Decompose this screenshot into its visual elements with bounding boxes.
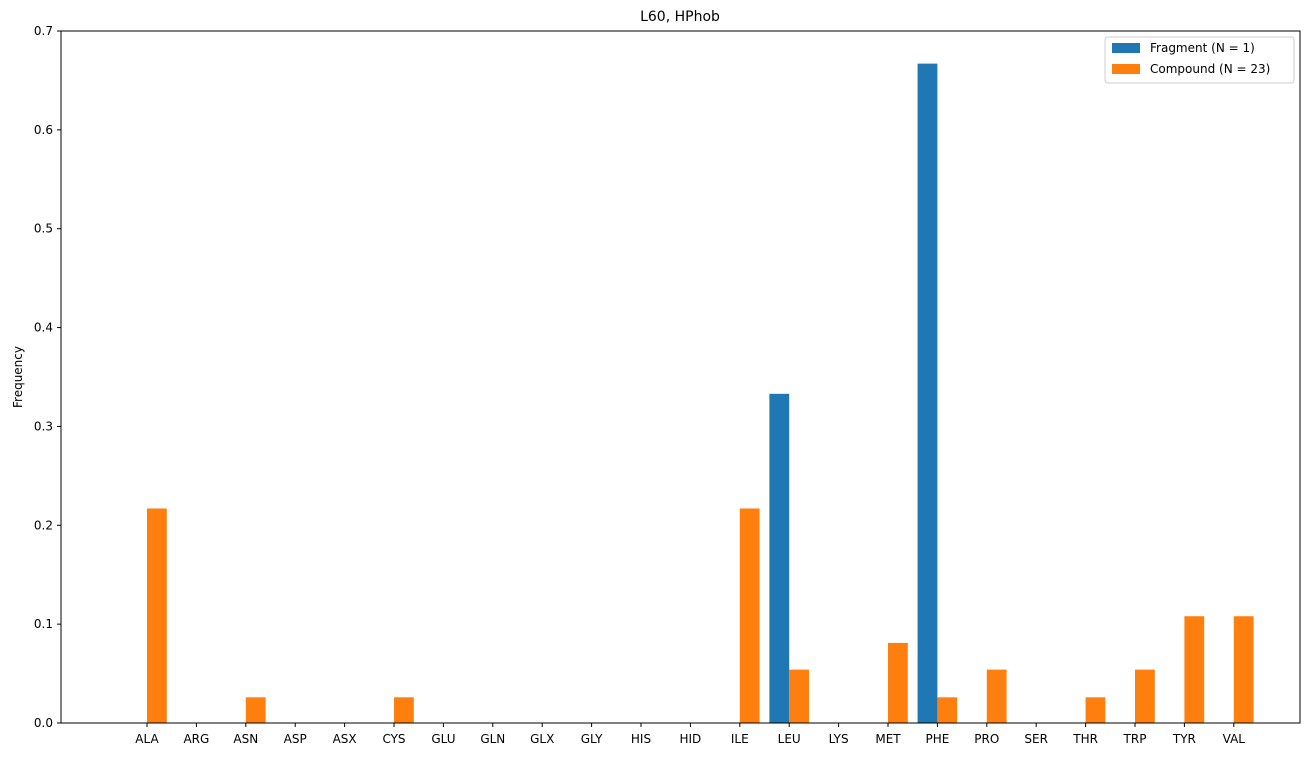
x-tick-label: TYR bbox=[1172, 732, 1196, 746]
bar-compound-thr bbox=[1085, 697, 1106, 723]
bar-compound-phe bbox=[937, 697, 958, 723]
x-tick-label: ASX bbox=[333, 732, 357, 746]
x-tick-label: GLX bbox=[530, 732, 554, 746]
x-tick-label: ARG bbox=[183, 732, 209, 746]
y-tick-label: 0.4 bbox=[34, 321, 53, 335]
x-tick-label: LEU bbox=[778, 732, 801, 746]
bar-compound-pro bbox=[986, 669, 1007, 723]
y-tick-label: 0.1 bbox=[34, 617, 53, 631]
y-tick-label: 0.6 bbox=[34, 123, 53, 137]
y-tick-label: 0.3 bbox=[34, 419, 53, 433]
bar-compound-leu bbox=[789, 669, 809, 723]
x-tick-label: ILE bbox=[731, 732, 749, 746]
bars-group bbox=[147, 63, 1254, 723]
y-tick-label: 0.7 bbox=[34, 24, 53, 38]
x-tick-label: HID bbox=[679, 732, 701, 746]
x-tick-label: SER bbox=[1024, 732, 1048, 746]
x-tick-label: LYS bbox=[829, 732, 849, 746]
x-tick-label: TRP bbox=[1123, 732, 1147, 746]
y-tick-label: 0.5 bbox=[34, 222, 53, 236]
bar-compound-cys bbox=[394, 697, 414, 723]
x-tick-label: CYS bbox=[382, 732, 405, 746]
y-axis-label: Frequency bbox=[11, 346, 25, 408]
bar-compound-trp bbox=[1135, 669, 1155, 723]
bar-compound-ile bbox=[739, 508, 760, 723]
legend-label-compound: Compound (N = 23) bbox=[1150, 62, 1270, 76]
y-ticks: 0.0 0.1 0.2 0.3 0.4 0.5 0.6 0.7 bbox=[34, 24, 61, 730]
bar-compound-val bbox=[1233, 616, 1254, 723]
bar-compound-tyr bbox=[1184, 616, 1205, 723]
chart-title: L60, HPhob bbox=[640, 9, 720, 25]
y-tick-label: 0.0 bbox=[34, 716, 53, 730]
bar-fragment-phe bbox=[917, 63, 938, 723]
x-tick-label: GLU bbox=[431, 732, 455, 746]
bar-fragment-leu bbox=[769, 393, 790, 723]
bar-compound-asn bbox=[245, 697, 266, 723]
x-tick-label: VAL bbox=[1223, 732, 1246, 746]
x-tick-label: THR bbox=[1072, 732, 1098, 746]
x-tick-label: GLY bbox=[581, 732, 603, 746]
x-tick-label: HIS bbox=[631, 732, 651, 746]
legend-label-fragment: Fragment (N = 1) bbox=[1150, 41, 1255, 55]
legend-swatch-compound bbox=[1112, 64, 1140, 74]
x-tick-label: ASN bbox=[233, 732, 258, 746]
legend-box bbox=[1104, 36, 1295, 84]
x-tick-label: MET bbox=[875, 732, 901, 746]
x-tick-label: PRO bbox=[974, 732, 999, 746]
x-tick-label: ASP bbox=[284, 732, 307, 746]
bar-compound-met bbox=[888, 642, 908, 723]
legend: Fragment (N = 1) Compound (N = 23) bbox=[1104, 36, 1295, 84]
x-tick-label: PHE bbox=[925, 732, 949, 746]
legend-swatch-fragment bbox=[1112, 43, 1140, 53]
y-tick-label: 0.2 bbox=[34, 518, 53, 532]
plot-frame bbox=[60, 30, 1301, 724]
bar-compound-ala bbox=[147, 508, 167, 723]
x-ticks: ALA ARG ASN ASP ASX CYS GLU GLN GLX GLY HIS HID ILE L… bbox=[135, 723, 1245, 746]
x-tick-label: ALA bbox=[135, 732, 159, 746]
x-tick-label: GLN bbox=[480, 732, 505, 746]
